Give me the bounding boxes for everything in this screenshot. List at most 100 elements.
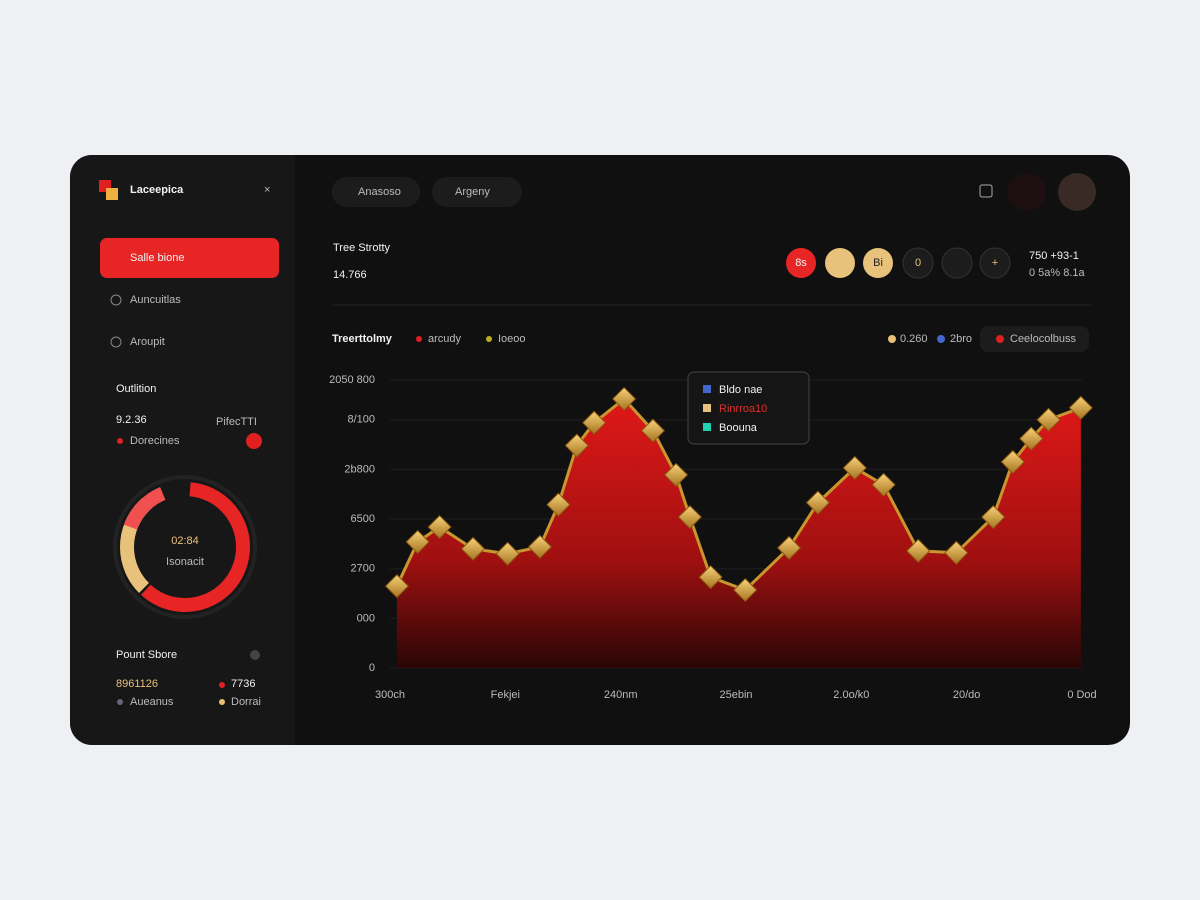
legend-label: 2bro bbox=[950, 333, 972, 345]
legend-dot bbox=[996, 335, 1004, 343]
nav-item[interactable]: Salle bione bbox=[130, 252, 184, 264]
nav-item[interactable]: Aroupit bbox=[130, 336, 165, 348]
legend-label: Ioeoo bbox=[498, 333, 526, 345]
y-tick-label: 000 bbox=[357, 612, 375, 624]
tooltip bbox=[687, 371, 810, 445]
right-value: 750 +93-1 bbox=[1029, 250, 1079, 262]
x-tick-label: 20/do bbox=[953, 689, 981, 701]
marker bbox=[1036, 407, 1061, 432]
tab-label[interactable]: Anasoso bbox=[358, 186, 401, 198]
nav-icon bbox=[110, 336, 122, 348]
tab[interactable] bbox=[432, 177, 522, 207]
button[interactable] bbox=[825, 248, 855, 278]
y-tick-label: 0 bbox=[369, 662, 375, 674]
button[interactable] bbox=[979, 247, 1011, 279]
marker bbox=[564, 433, 589, 458]
marker bbox=[582, 410, 607, 435]
x-tick-label: 2.0o/k0 bbox=[833, 689, 869, 701]
marker bbox=[1068, 395, 1093, 420]
marker bbox=[461, 536, 486, 561]
tooltip-label: Rinrroa10 bbox=[719, 403, 767, 415]
points-label: Aueanus bbox=[130, 696, 174, 708]
dot bbox=[246, 433, 262, 449]
stat-value: 9.2.36 bbox=[116, 414, 147, 426]
dot bbox=[117, 699, 123, 705]
x-tick-label: 25ebin bbox=[719, 689, 752, 701]
button-label[interactable]: 0 bbox=[915, 257, 921, 269]
close-icon[interactable]: × bbox=[264, 184, 270, 196]
tab[interactable] bbox=[332, 177, 420, 207]
button[interactable] bbox=[902, 247, 934, 279]
summary-title: Tree Strotty bbox=[333, 242, 391, 254]
logo: Laceepica bbox=[130, 184, 184, 196]
marker bbox=[405, 529, 430, 554]
points-value: 7736 bbox=[231, 678, 255, 690]
tab-label[interactable]: Argeny bbox=[455, 186, 490, 198]
marker bbox=[384, 574, 409, 599]
logo-icon bbox=[106, 188, 118, 200]
marker bbox=[546, 492, 571, 517]
legend-label: 0.260 bbox=[900, 333, 928, 345]
nav-active[interactable] bbox=[100, 238, 279, 278]
marker bbox=[1000, 449, 1025, 474]
donut-arc bbox=[120, 482, 250, 612]
marker bbox=[1019, 426, 1044, 451]
x-tick-label: 300ch bbox=[375, 689, 405, 701]
donut-label: Isonacit bbox=[166, 556, 204, 568]
donut-ring bbox=[113, 475, 257, 619]
tooltip-label: Bldo nae bbox=[719, 384, 762, 396]
button[interactable] bbox=[863, 248, 893, 278]
marker bbox=[777, 535, 802, 560]
filter[interactable] bbox=[980, 326, 1089, 352]
points-value: 8961126 bbox=[116, 678, 158, 690]
y-tick-label: 2b800 bbox=[344, 463, 375, 475]
points-title: Pount Sbore bbox=[116, 649, 177, 661]
legend-dot bbox=[486, 336, 492, 342]
avatar[interactable] bbox=[1058, 173, 1096, 211]
button[interactable] bbox=[941, 247, 973, 279]
sidebar bbox=[70, 155, 295, 745]
donut-arc bbox=[120, 482, 250, 612]
y-tick-label: 2050 800 bbox=[329, 374, 375, 386]
marker bbox=[612, 386, 637, 411]
icon[interactable] bbox=[979, 184, 993, 198]
chart-title: Treerttolmy bbox=[332, 333, 393, 345]
button-label[interactable]: Bi bbox=[873, 257, 883, 269]
dot bbox=[117, 438, 123, 444]
nav-item[interactable]: Auncuitlas bbox=[130, 294, 181, 306]
right-sub: 0 5a% 8.1a bbox=[1029, 267, 1086, 279]
filter-label[interactable]: Ceelocolbuss bbox=[1010, 333, 1077, 345]
nav-icon bbox=[110, 294, 122, 306]
marker bbox=[664, 462, 689, 487]
marker bbox=[640, 418, 665, 443]
add-icon[interactable]: + bbox=[992, 257, 998, 269]
marker bbox=[527, 534, 552, 559]
marker bbox=[805, 490, 830, 515]
icon-button[interactable] bbox=[1008, 173, 1046, 211]
marker bbox=[677, 505, 702, 530]
stat-tag: PifecTTI bbox=[216, 416, 257, 428]
donut-value: 02:84 bbox=[171, 535, 199, 547]
icon[interactable] bbox=[250, 650, 260, 660]
y-tick-label: 2700 bbox=[351, 563, 375, 575]
stat-legend: Dorecines bbox=[130, 435, 180, 447]
y-tick-label: 8/100 bbox=[347, 414, 375, 426]
stat-label: Outlition bbox=[116, 383, 156, 395]
button-label[interactable]: 8s bbox=[795, 257, 807, 269]
marker bbox=[733, 578, 758, 603]
button[interactable] bbox=[786, 248, 816, 278]
marker bbox=[842, 455, 867, 480]
marker bbox=[906, 538, 931, 563]
marker bbox=[871, 472, 896, 497]
x-tick-label: Fekjei bbox=[491, 689, 520, 701]
marker bbox=[944, 540, 969, 565]
area bbox=[396, 398, 1081, 668]
legend-dot bbox=[888, 335, 896, 343]
dot bbox=[219, 682, 225, 688]
marker bbox=[698, 565, 723, 590]
tooltip-swatch bbox=[703, 385, 711, 393]
points-label: Dorrai bbox=[231, 696, 261, 708]
